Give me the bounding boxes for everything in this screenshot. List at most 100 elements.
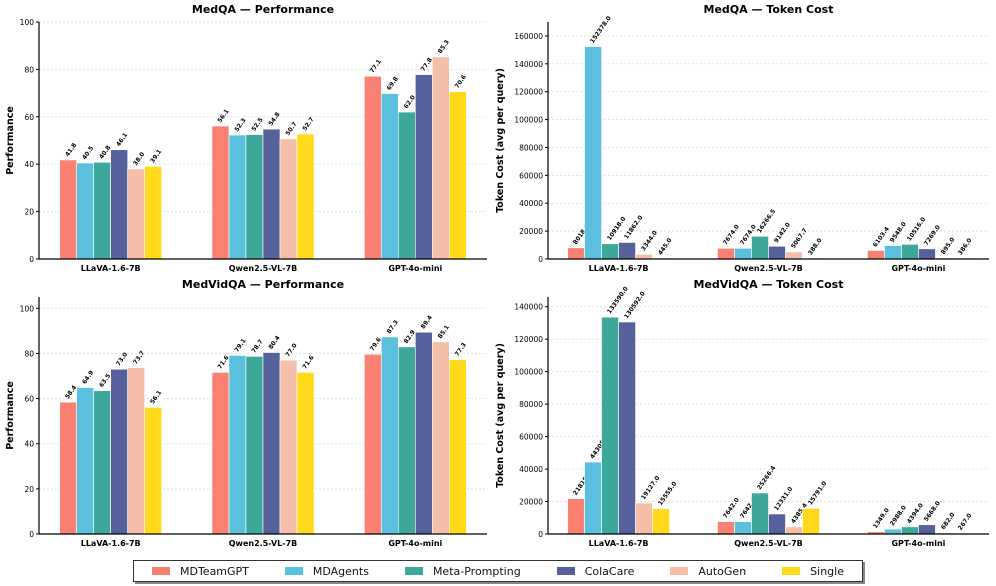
chart2-bar-value-label: 388.0: [807, 237, 824, 257]
chart4-bar-value-label: 15555.0: [657, 480, 678, 506]
legend-label-meta-prompting: Meta-Prompting: [432, 564, 521, 578]
chart4-ytick-label: 120000: [514, 335, 543, 344]
chart3-ytick-label: 60: [24, 395, 34, 404]
chart2-bar-value-label: 6103.4: [872, 226, 891, 249]
chart3-bar: [279, 359, 298, 535]
chart1-bar: [296, 133, 315, 260]
chart2-bar-value-label: 386.0: [957, 237, 974, 257]
chart1-bar: [76, 162, 94, 260]
chart4-category-label: Qwen2.5-VL-7B: [734, 539, 803, 548]
chart4-bar-value-label: 682.0: [940, 511, 957, 531]
chart2-bar-value-label: 895.0: [940, 236, 957, 256]
chart3-bar: [59, 401, 77, 535]
legend-item-single: Single: [782, 565, 844, 578]
chart1-bar-value-label: 77.8: [420, 57, 434, 73]
chart3-bar-value-label: 80.4: [267, 335, 281, 351]
chart4-bar-value-label: 25266.4: [756, 465, 777, 491]
chart4-ytick-label: 140000: [514, 303, 543, 312]
chart3-bar-value-label: 58.4: [64, 384, 78, 400]
chart1-bar: [415, 74, 433, 260]
legend-label-mdteamgpt: MDTeamGPT: [179, 564, 249, 578]
chart2-bar: [768, 245, 786, 260]
chart4-bar: [567, 498, 585, 535]
legend-item-mdagents: MDAgents: [284, 564, 369, 578]
chart2-ylabel: Token Cost (avg per query): [495, 68, 506, 213]
chart3-bar-value-label: 77.3: [454, 342, 468, 358]
chart4-bar-value-label: 5668.0: [923, 500, 942, 523]
chart1-ytick-label: 20: [24, 208, 34, 217]
chart3-bar-value-label: 64.9: [81, 370, 95, 386]
chart4-title: MedVidQA — Token Cost: [694, 278, 844, 291]
chart1-bar: [449, 91, 467, 260]
chart4-bar-value-label: 15791.0: [807, 480, 828, 506]
chart1-category-label: GPT-4o-mini: [388, 264, 442, 273]
chart2-bar: [751, 236, 769, 260]
chart2-ytick-label: 80000: [519, 143, 543, 152]
chart3-bar-value-label: 79.6: [369, 336, 383, 352]
chart2-bar-value-label: 16266.5: [756, 208, 777, 234]
chart4-bar-value-label: 267.0: [957, 512, 974, 532]
chart4-bar: [734, 521, 752, 535]
chart3-ylabel: Performance: [5, 381, 16, 450]
chart1-bar: [432, 56, 450, 260]
chart3-bar: [228, 355, 247, 535]
legend-swatch-meta-prompting: [404, 567, 423, 575]
chart4-bar: [768, 513, 786, 535]
chart3-title: MedVidQA — Performance: [182, 278, 344, 291]
chart1-bar: [59, 159, 77, 260]
chart4-ytick-label: 40000: [519, 465, 543, 474]
chart1-bar-value-label: 85.3: [437, 39, 451, 55]
chart1-bar: [398, 111, 416, 260]
chart1-bar-value-label: 77.1: [369, 58, 383, 74]
chart4-bar: [751, 492, 769, 535]
chart3-bar: [144, 407, 162, 535]
chart1-bar-value-label: 40.5: [81, 145, 95, 161]
chart3-bar-value-label: 73.7: [132, 350, 146, 366]
chart1-bar: [144, 166, 162, 260]
chart4-bar: [618, 321, 636, 535]
chart1-bar-value-label: 52.3: [233, 117, 247, 133]
chart2-bar-value-label: 9548.0: [889, 221, 908, 244]
chart2-bar: [601, 243, 619, 260]
chart3-ytick-label: 20: [24, 485, 34, 494]
chart2-ytick-label: 120000: [514, 88, 543, 97]
chart4-ylabel: Token Cost (avg per query): [495, 343, 506, 488]
chart3-category-label: GPT-4o-mini: [388, 539, 442, 548]
chart1-bar: [262, 128, 281, 260]
chart1-ytick-label: 40: [24, 160, 34, 169]
chart4-bar: [901, 526, 919, 535]
chart2-bar-value-label: 9142.0: [773, 221, 792, 244]
chart1-bar-value-label: 52.7: [301, 116, 315, 132]
chart1-bar-value-label: 69.8: [386, 76, 400, 92]
legend-swatch-mdagents: [284, 567, 303, 575]
chart1-bar-value-label: 70.6: [454, 74, 468, 90]
chart1-bar: [364, 75, 382, 260]
chart1-category-label: Qwen2.5-VL-7B: [229, 264, 298, 273]
legend-swatch-single: [782, 567, 801, 575]
chart1-bar: [245, 134, 264, 260]
chart1-bar: [93, 162, 111, 260]
chart1-bar: [110, 149, 128, 260]
chart3-bar: [381, 336, 399, 535]
chart2-bar-value-label: 10516.0: [906, 216, 927, 242]
chart3-bar: [415, 331, 433, 535]
chart3-ytick-label: 100: [20, 304, 35, 313]
chart1-bar-value-label: 54.8: [267, 111, 281, 127]
chart1-bar-value-label: 41.8: [64, 142, 78, 158]
chart3-ytick-label: 0: [29, 530, 34, 539]
legend-label-single: Single: [810, 564, 844, 578]
chart4-bar: [652, 508, 670, 535]
chart2-bar: [901, 244, 919, 260]
chart3-bar-value-label: 71.6: [216, 354, 230, 370]
chart2-category-label: GPT-4o-mini: [891, 264, 945, 273]
chart3-bar: [110, 368, 128, 535]
legend-label-mdagents: MDAgents: [312, 564, 369, 578]
chart1-ytick-label: 60: [24, 113, 34, 122]
chart3-ytick-label: 80: [24, 349, 34, 358]
chart2-ytick-label: 140000: [514, 60, 543, 69]
chart4-ytick-label: 100000: [514, 368, 543, 377]
chart4-bar-value-label: 2988.0: [889, 504, 908, 527]
chart3-bar-value-label: 87.3: [386, 319, 400, 335]
chart2-bar: [717, 248, 735, 260]
